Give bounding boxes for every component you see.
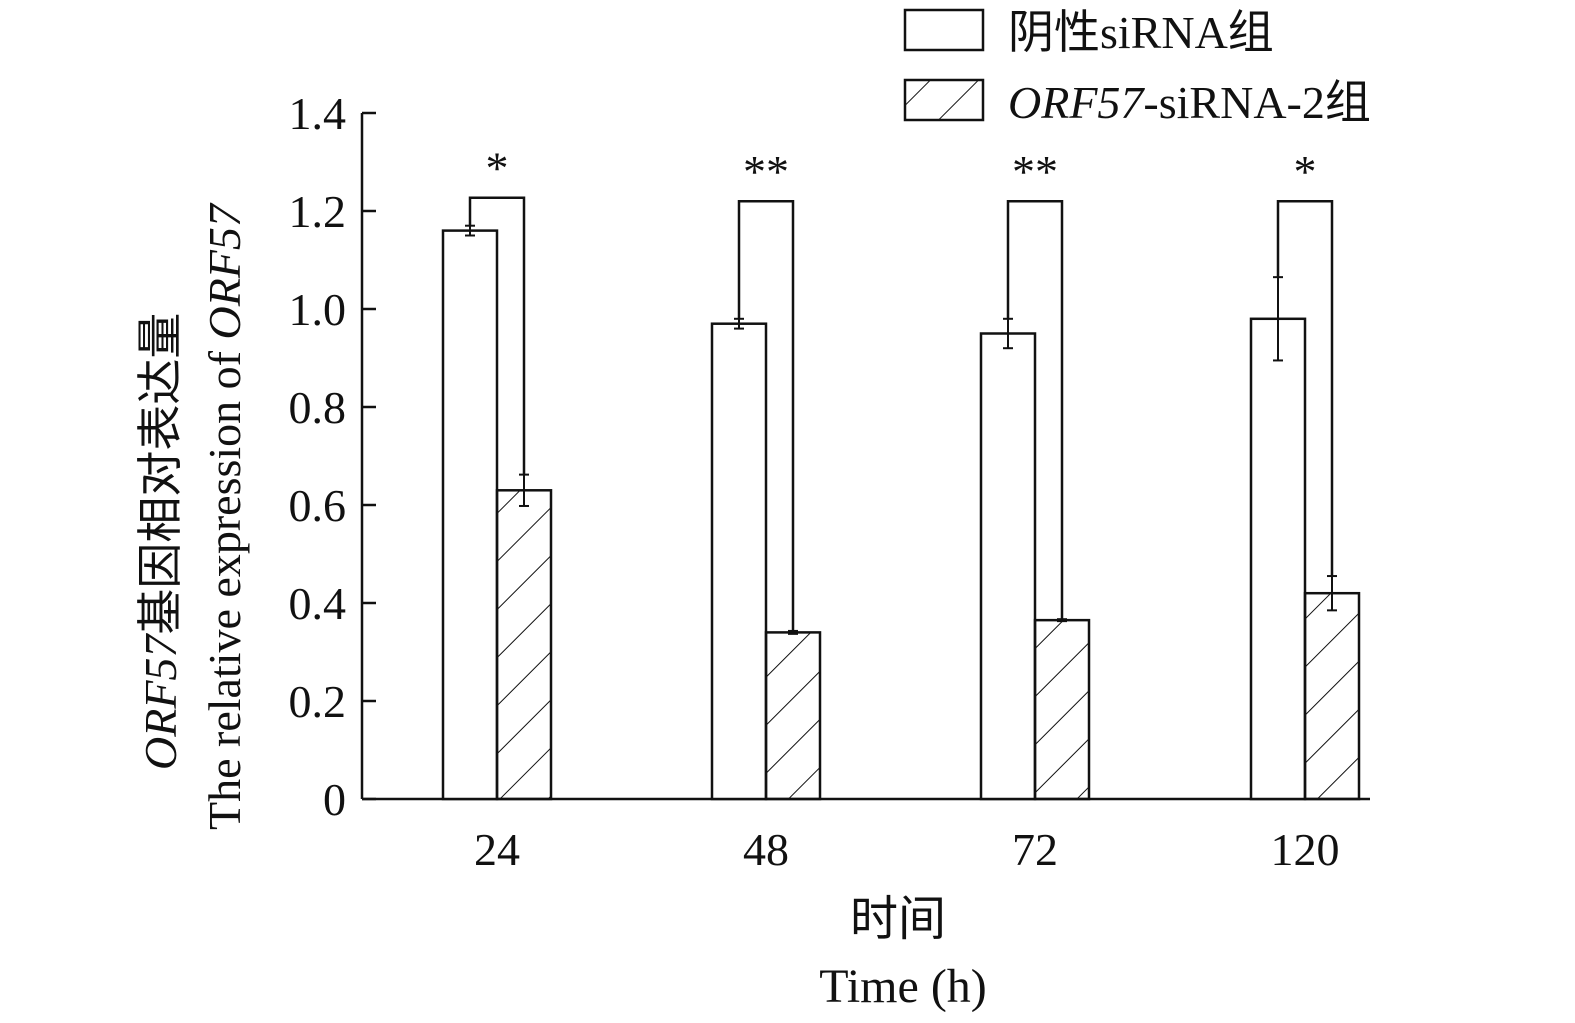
y-axis-label-en-rest: The relative expression of — [199, 340, 250, 830]
y-axis-label-cn: ORF57基因相对表达量 — [135, 313, 186, 770]
bar-control — [441, 229, 499, 801]
significance-label: ** — [1012, 146, 1058, 197]
x-axis-label-cn: 时间 — [850, 893, 946, 946]
legend-swatch-open — [903, 8, 985, 52]
y-tick-label: 0.2 — [289, 676, 347, 727]
x-axis-label-en: Time (h) — [819, 960, 987, 1013]
y-tick-label: 0.4 — [289, 578, 347, 629]
x-tick-label: 72 — [1012, 824, 1058, 875]
bar-orf57 — [764, 631, 822, 801]
significance-bracket — [1276, 199, 1334, 577]
y-tick-label: 1.2 — [289, 186, 347, 237]
bar-control — [1249, 317, 1307, 801]
bar-control — [710, 322, 768, 801]
y-axis-label-cn-italic: ORF57 — [135, 633, 186, 770]
bar-orf57 — [495, 489, 553, 801]
legend: 阴性siRNA组 ORF57-siRNA-2组 — [903, 7, 1371, 128]
significance-bracket — [1006, 199, 1064, 620]
y-tick-label: 0.8 — [289, 382, 347, 433]
y-tick-label: 1.4 — [289, 88, 347, 139]
legend-label-orf57-rest: -siRNA-2组 — [1143, 77, 1370, 128]
legend-label-orf57-italic: ORF57 — [1008, 77, 1145, 128]
bar-control — [979, 332, 1037, 801]
y-tick-label: 0.6 — [289, 480, 347, 531]
y-axis-label-en: The relative expression of ORF57 — [199, 202, 250, 830]
significance-bracket — [737, 199, 795, 631]
legend-label-control: 阴性siRNA组 — [1008, 7, 1274, 58]
significance-label: * — [1294, 146, 1317, 197]
x-tick-label: 24 — [474, 824, 520, 875]
significance-label: * — [486, 143, 509, 194]
bar-orf57 — [1033, 618, 1091, 801]
y-axis-label-cn-rest: 基因相对表达量 — [135, 313, 186, 635]
y-tick-label: 1.0 — [289, 284, 347, 335]
significance-label: ** — [743, 146, 789, 197]
bar-orf57 — [1303, 591, 1361, 801]
legend-swatch-hatched — [903, 78, 985, 122]
y-axis-label-en-italic: ORF57 — [199, 202, 250, 339]
legend-label-orf57: ORF57-siRNA-2组 — [1008, 77, 1371, 128]
y-tick-label: 0 — [323, 774, 346, 825]
x-tick-label: 120 — [1271, 824, 1340, 875]
significance-bracket — [468, 196, 526, 475]
x-tick-label: 48 — [743, 824, 789, 875]
plot-area: 0 0.2 0.4 0.6 0.8 1.0 1.2 1.4 24 * 48 ** 72 ** 120 * — [289, 88, 1370, 875]
